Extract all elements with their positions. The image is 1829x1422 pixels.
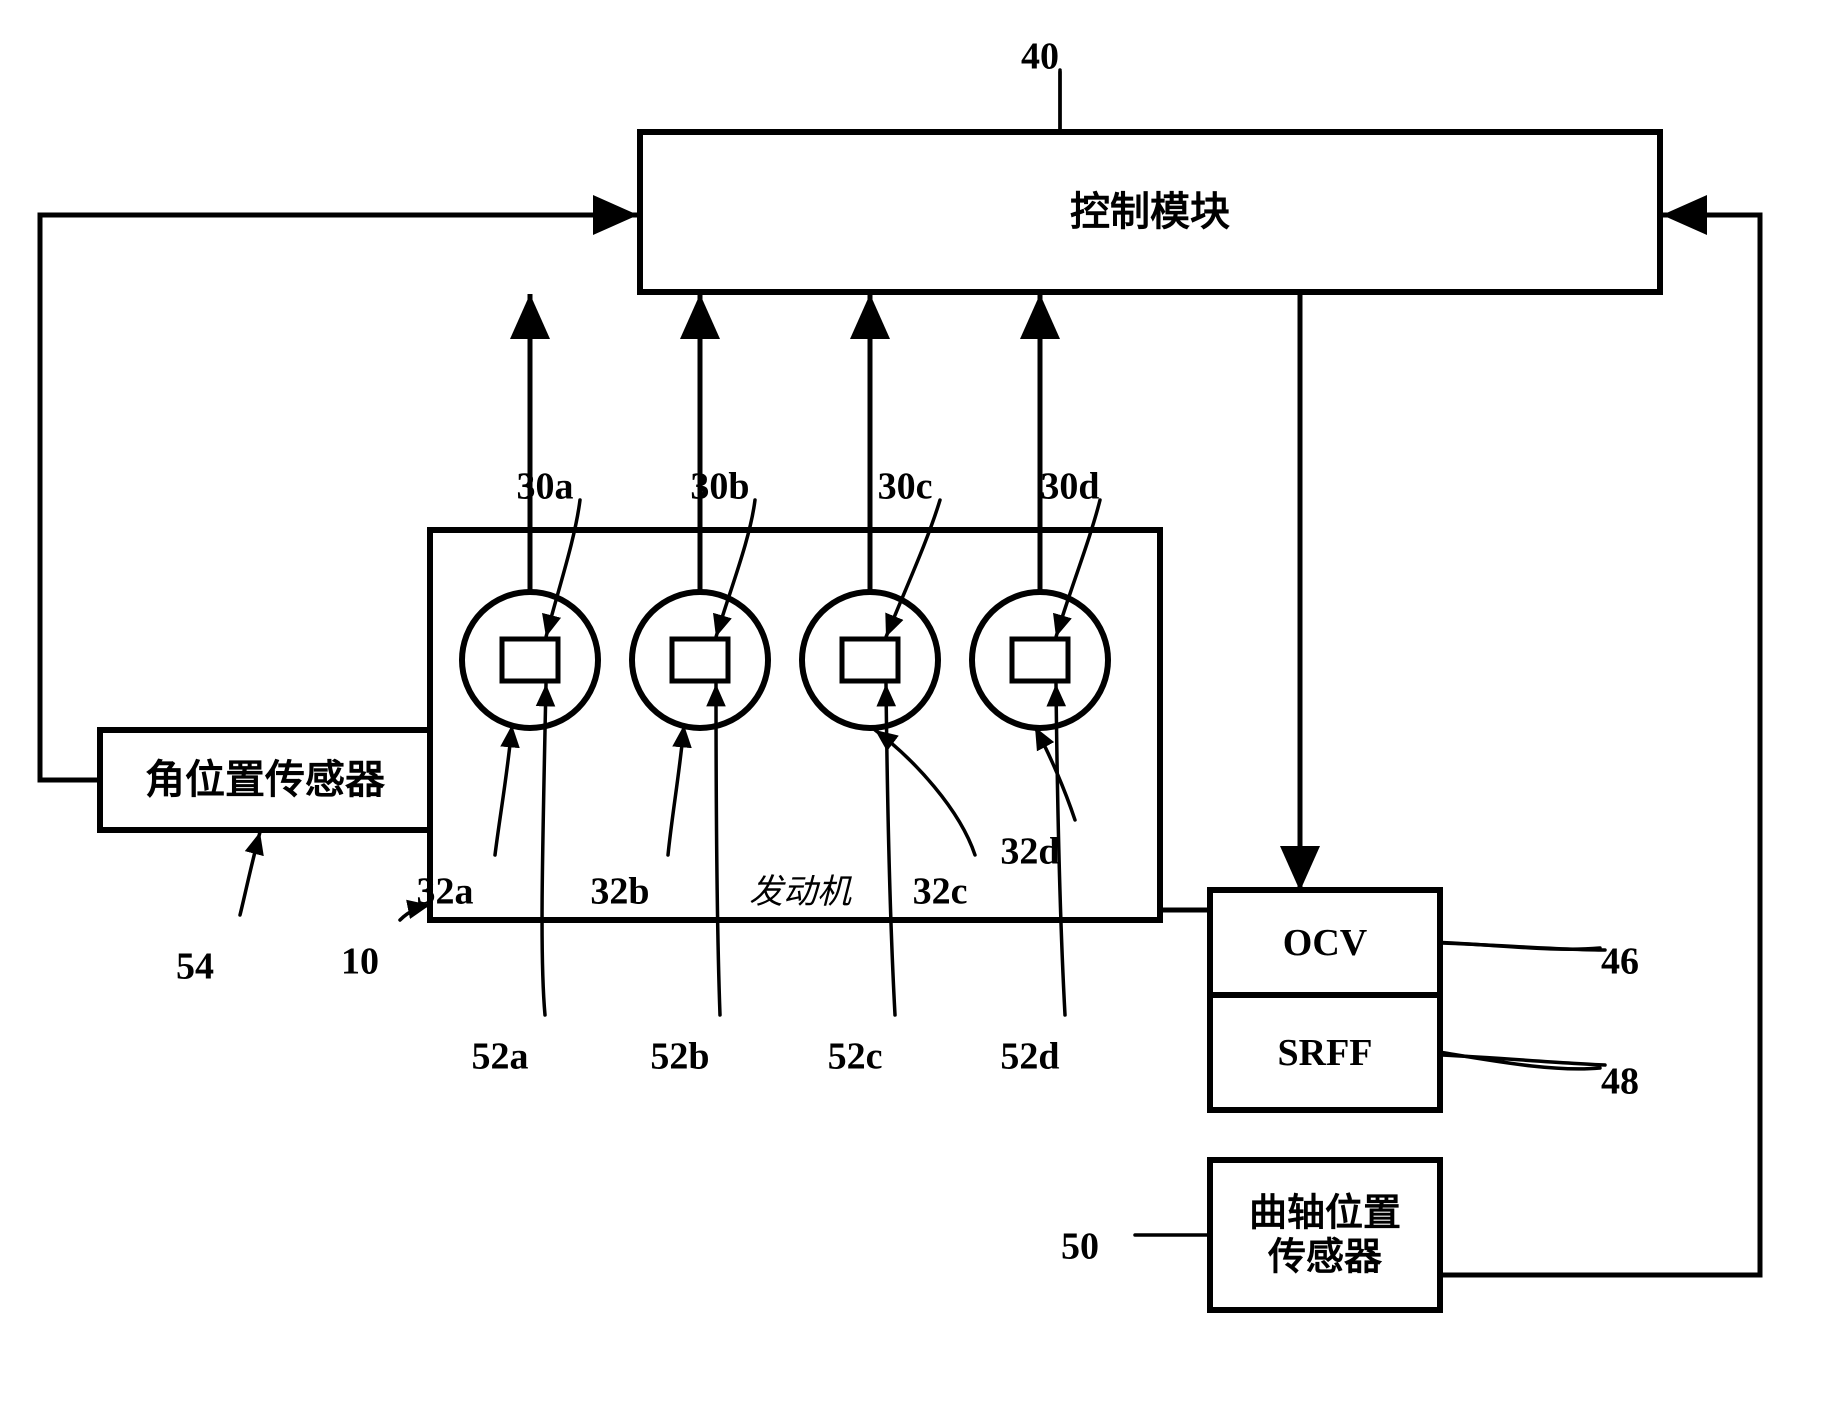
cylinder-inner-3 — [1012, 639, 1068, 681]
ref-54: 54 — [176, 946, 214, 988]
cylinder-inner-2 — [842, 639, 898, 681]
ref-46: 46 — [1601, 941, 1639, 983]
cylinder-inner-1 — [672, 639, 728, 681]
crank-sensor-label-1: 曲轴位置 — [1249, 1193, 1401, 1235]
ref-40: 40 — [1021, 36, 1059, 78]
cylinder-2 — [802, 592, 938, 728]
ref-30c: 30c — [878, 466, 933, 508]
cylinder-1 — [632, 592, 768, 728]
ref-30b: 30b — [690, 466, 749, 508]
ref-50: 50 — [1061, 1226, 1099, 1268]
engine-label: 发动机 — [749, 874, 852, 911]
ref-32b: 32b — [590, 871, 649, 913]
cylinder-0 — [462, 592, 598, 728]
angle-sensor-label: 角位置传感器 — [145, 757, 386, 802]
control-module-label: 控制模块 — [1070, 189, 1230, 234]
ref-32c: 32c — [913, 871, 968, 913]
cylinder-3 — [972, 592, 1108, 728]
crank-to-cm — [1440, 215, 1760, 1275]
lead-14 — [1056, 684, 1065, 1015]
lead-46b — [1442, 943, 1600, 950]
lead-1 — [240, 832, 260, 915]
lead-3 — [546, 500, 580, 637]
lead-5 — [886, 500, 940, 637]
lead-7 — [495, 725, 512, 855]
crank-sensor-label-2: 传感器 — [1267, 1237, 1383, 1279]
crank-sensor-box — [1210, 1160, 1440, 1310]
ref-52b: 52b — [650, 1036, 709, 1078]
ref-52d: 52d — [1000, 1036, 1059, 1078]
ref-30d: 30d — [1040, 466, 1099, 508]
lead-11 — [542, 684, 546, 1015]
diagram-canvas: 控制模块角位置传感器发动机 OCV SRFF 曲轴位置传感器 40 54 10 30a 30b 3… — [0, 0, 1829, 1422]
ocv-label: OCV — [1283, 922, 1368, 964]
ref-52c: 52c — [828, 1036, 883, 1078]
lead-13 — [886, 684, 895, 1015]
srff-label: SRFF — [1278, 1032, 1373, 1074]
lead-8 — [668, 725, 684, 855]
ref-10: 10 — [341, 941, 379, 983]
cylinder-inner-0 — [502, 639, 558, 681]
ref-30a: 30a — [517, 466, 574, 508]
ref-52a: 52a — [472, 1036, 529, 1078]
lead-12 — [716, 684, 720, 1015]
ref-32d: 32d — [1000, 831, 1059, 873]
ref-48: 48 — [1601, 1061, 1639, 1103]
